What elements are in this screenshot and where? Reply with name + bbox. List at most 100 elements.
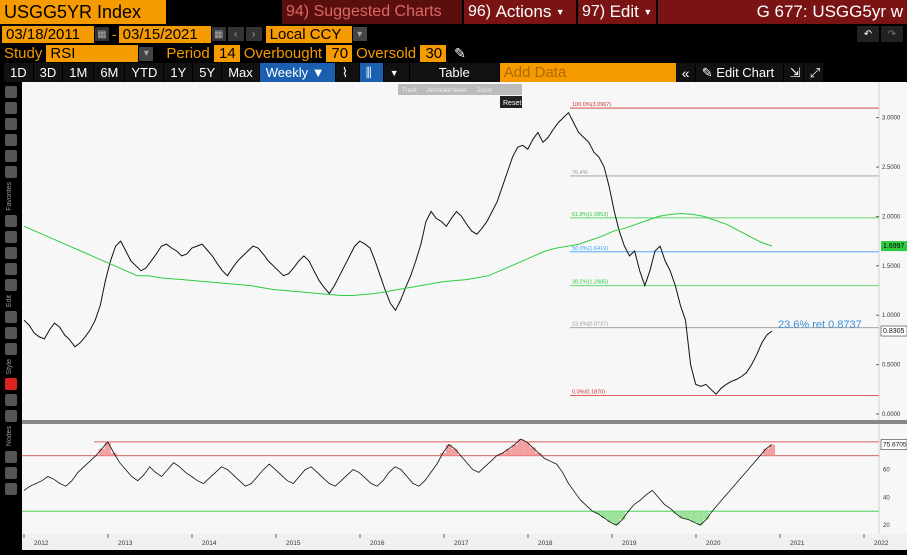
period-button-3d[interactable]: 3D <box>33 63 64 82</box>
chart-area[interactable]: Track Annotate News Zoom Reset 100.0%(3.096… <box>22 82 907 550</box>
actions-button[interactable]: 96) Actions ▼ <box>464 0 576 24</box>
caret-down-icon[interactable]: ▾ <box>352 27 367 41</box>
period-button-max[interactable]: Max <box>222 63 260 82</box>
period-label: Period <box>166 45 210 62</box>
price-tick-label: 3.0000 <box>882 116 901 122</box>
last-price-tag <box>880 325 907 337</box>
fib-levels: 100.0%(3.0967) 76.4% 61.8%(1.9852) 50.0%(1.… <box>570 102 879 396</box>
mini-toolbar-zoom[interactable]: Zoom <box>477 88 492 94</box>
arrow-tool-icon[interactable] <box>5 214 17 227</box>
pane-divider[interactable] <box>22 420 907 424</box>
oversold-field[interactable]: 30 <box>420 45 447 62</box>
actions-label: Actions <box>495 2 552 21</box>
horizontal-line-icon[interactable] <box>5 246 17 259</box>
calendar-icon[interactable]: ▦ <box>211 27 226 41</box>
line-tool-icon[interactable] <box>5 102 17 114</box>
brush-tool-icon[interactable] <box>5 230 17 243</box>
period-button-1d[interactable]: 1D <box>4 63 34 82</box>
favorites-section-label: Favorites <box>6 182 13 211</box>
frequency-select[interactable]: Weekly ▼ <box>259 63 336 82</box>
color-swatch-icon[interactable] <box>5 378 17 391</box>
period-button-5y[interactable]: 5Y <box>193 63 223 82</box>
overbought-label: Overbought <box>243 45 323 62</box>
currency-select[interactable]: Local CCY <box>265 25 352 43</box>
ma-label: 1.6997 <box>883 243 905 250</box>
date-range-bar: 03/18/2011 ▦ - 03/15/2021 ▦ ‹ › Local CC… <box>0 24 907 44</box>
redo-icon[interactable]: ↷ <box>881 26 903 42</box>
add-data-input[interactable]: Add Data <box>499 63 676 82</box>
overbought-field[interactable]: 70 <box>326 45 353 62</box>
oversold-label: Oversold <box>356 45 417 62</box>
mini-toolbar-track[interactable]: Track <box>402 88 418 94</box>
moving-average-line <box>23 212 773 296</box>
fib-annotation: 23.6% ret 0.8737 <box>778 319 862 331</box>
edit-chart-label: Edit Chart <box>716 65 775 80</box>
time-tick-label: 2015 <box>286 540 301 547</box>
edit-icon[interactable]: ⇲ <box>783 63 804 82</box>
ma-tag <box>881 241 907 252</box>
double-chevron-left-icon[interactable]: « <box>675 63 696 82</box>
rsi-last-tag <box>880 439 907 450</box>
study-select[interactable]: RSI <box>46 45 139 62</box>
trend-tool-icon[interactable] <box>5 118 17 130</box>
fib-label: 76.4% <box>572 170 588 176</box>
period-button-6m[interactable]: 6M <box>94 63 126 82</box>
chevron-right-icon[interactable]: › <box>245 27 262 41</box>
price-tick-label: 2.0000 <box>882 214 901 220</box>
mini-toolbar-annotate[interactable]: Annotate <box>427 88 452 94</box>
chart-svg[interactable]: Track Annotate News Zoom Reset 100.0%(3.096… <box>22 82 907 550</box>
reset-button[interactable] <box>500 96 522 108</box>
node-add-icon[interactable] <box>5 466 17 479</box>
expand-icon[interactable]: ⤢ <box>803 63 824 82</box>
chevron-left-icon[interactable]: ‹ <box>227 27 244 41</box>
node-move-icon[interactable] <box>5 450 17 463</box>
fib-label: 50.0%(1.6419) <box>572 246 608 252</box>
undo-icon[interactable]: ↶ <box>857 26 879 42</box>
link-tool-icon[interactable] <box>5 326 17 339</box>
left-tool-sidebar: Favorites Edit Style Nodes <box>0 82 22 550</box>
period-field[interactable]: 14 <box>213 45 240 62</box>
channel-tool-icon[interactable] <box>5 134 17 146</box>
eraser-icon[interactable] <box>5 278 17 291</box>
mini-toolbar-news[interactable]: News <box>452 88 467 94</box>
price-tick-label: 1.5000 <box>882 264 901 270</box>
time-tick-label: 2018 <box>538 540 553 547</box>
edit-button[interactable]: 97) Edit ▼ <box>578 0 656 24</box>
period-button-ytd[interactable]: YTD <box>125 63 165 82</box>
suggested-charts-button[interactable]: 94) Suggested Charts <box>282 0 462 24</box>
time-tick-label: 2020 <box>706 540 721 547</box>
candlestick-icon[interactable]: ⫼ <box>359 63 384 82</box>
toolbar: 1D 3D 1M 6M YTD 1Y 5Y Max Weekly ▼ ⌇ ⫼ ▼ Table … <box>0 63 907 82</box>
start-date-field[interactable]: 03/18/2011 <box>2 25 94 43</box>
price-tick-label: 0.5000 <box>882 363 901 369</box>
text-tool-icon[interactable] <box>5 262 17 275</box>
chart-type-dropdown-icon[interactable]: ▼ <box>383 63 410 82</box>
period-button-1y[interactable]: 1Y <box>164 63 194 82</box>
mini-toolbar: Track Annotate News Zoom Reset <box>398 84 522 108</box>
table-button[interactable]: Table <box>409 63 500 82</box>
thickness-icon[interactable] <box>5 410 17 423</box>
calendar-icon[interactable]: ▦ <box>95 27 109 41</box>
caret-down-icon[interactable]: ▾ <box>139 46 154 61</box>
gear-icon[interactable] <box>5 482 17 495</box>
study-bar: Study RSI ▾ Period 14 Overbought 70 Over… <box>0 44 907 63</box>
grid-tool-icon[interactable] <box>5 166 17 178</box>
time-tick-label: 2012 <box>34 540 49 547</box>
rsi-last-label: 75.6705 <box>883 442 907 449</box>
style-section-label: Style <box>6 358 13 375</box>
line-chart-icon[interactable]: ⌇ <box>335 63 360 82</box>
study-label: Study <box>4 45 43 62</box>
cursor-icon[interactable] <box>5 86 17 98</box>
price-tick-label: 0.0000 <box>882 412 901 418</box>
rsi-tick-label: 60 <box>883 468 890 474</box>
select-tool-icon[interactable] <box>5 310 17 323</box>
ticker-field[interactable]: USGG5YR Index <box>0 0 166 24</box>
edit-chart-button[interactable]: ✎ Edit Chart <box>695 63 784 82</box>
time-tick-label: 2014 <box>202 540 217 547</box>
note-tool-icon[interactable] <box>5 342 17 355</box>
period-button-1m[interactable]: 1M <box>63 63 95 82</box>
line-style-icon[interactable] <box>5 394 17 407</box>
end-date-field[interactable]: 03/15/2021 <box>118 25 211 43</box>
pencil-icon[interactable]: ✎ <box>454 45 466 61</box>
fib-tool-icon[interactable] <box>5 150 17 162</box>
